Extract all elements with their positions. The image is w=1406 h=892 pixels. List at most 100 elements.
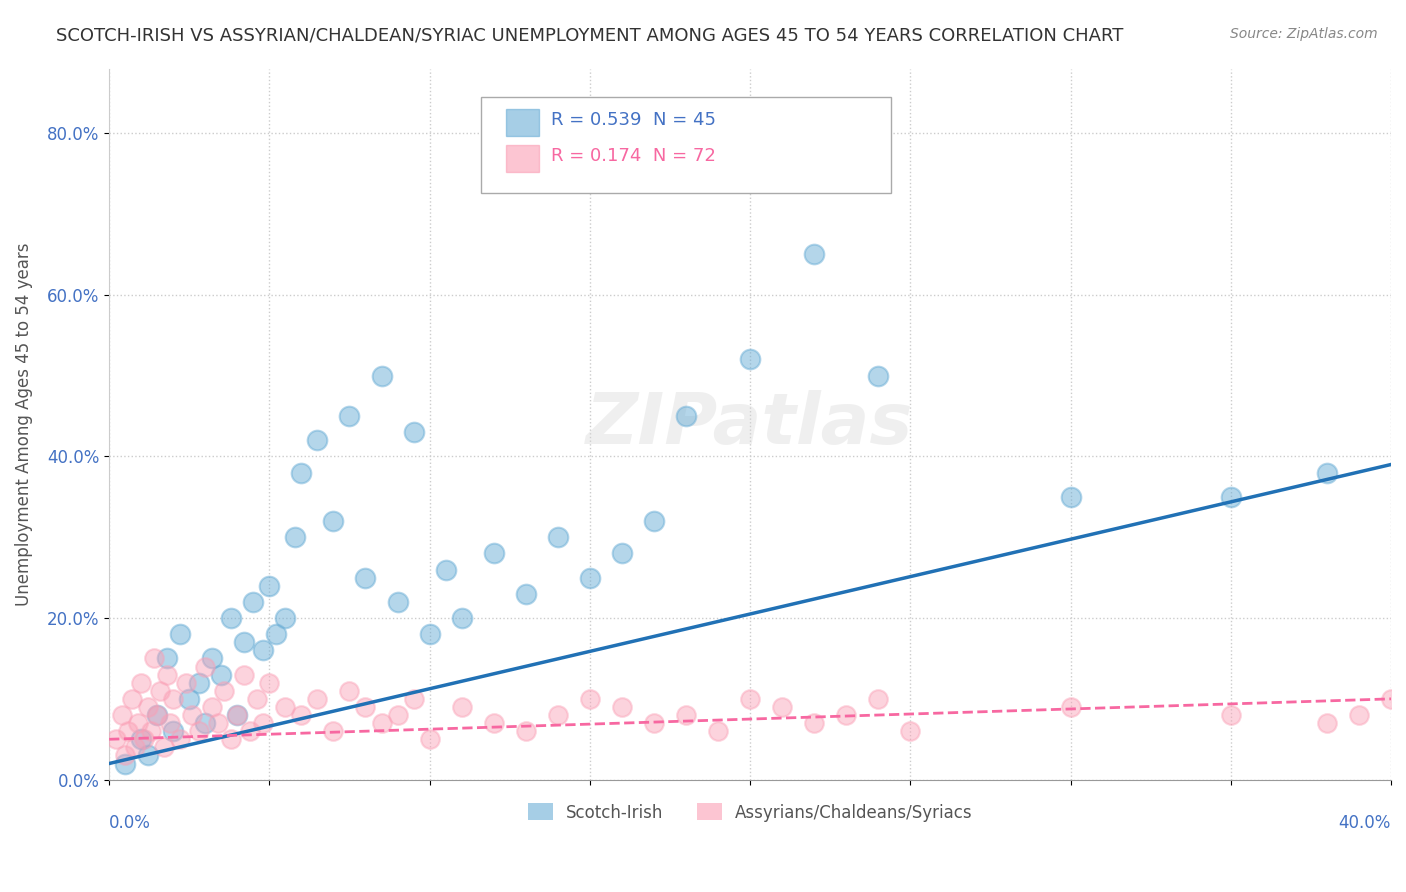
Point: [169, 732, 191, 747]
Point: [264, 627, 287, 641]
Point: [201, 700, 224, 714]
Point: [117, 724, 139, 739]
Point: [1059, 700, 1081, 714]
Point: [274, 700, 297, 714]
Point: [322, 724, 344, 739]
Point: [174, 675, 197, 690]
Point: [868, 691, 890, 706]
Point: [143, 651, 166, 665]
Point: [104, 732, 127, 747]
Point: [450, 611, 472, 625]
Point: [610, 546, 633, 560]
Point: [707, 724, 730, 739]
Point: [259, 579, 281, 593]
Point: [738, 691, 761, 706]
Point: [159, 716, 181, 731]
Point: [162, 724, 184, 739]
Point: [675, 409, 697, 423]
Point: [187, 724, 209, 739]
Point: [252, 643, 274, 657]
Point: [1379, 691, 1402, 706]
FancyBboxPatch shape: [481, 97, 891, 193]
Text: 40.0%: 40.0%: [1339, 814, 1391, 832]
Text: ZIPatlas: ZIPatlas: [586, 390, 914, 458]
Point: [1059, 490, 1081, 504]
Point: [450, 700, 472, 714]
Point: [226, 708, 249, 723]
Point: [226, 708, 249, 723]
Point: [239, 724, 262, 739]
Point: [387, 708, 409, 723]
Point: [339, 409, 361, 423]
Point: [770, 700, 793, 714]
Point: [274, 611, 297, 625]
Point: [129, 732, 152, 747]
Point: [482, 546, 505, 560]
Point: [515, 587, 537, 601]
Text: R = 0.539  N = 45: R = 0.539 N = 45: [551, 111, 717, 128]
Point: [579, 691, 602, 706]
Point: [434, 563, 457, 577]
Point: [1219, 708, 1241, 723]
Point: [121, 691, 143, 706]
Point: [339, 683, 361, 698]
Point: [111, 708, 134, 723]
Legend: Scotch-Irish, Assyrians/Chaldeans/Syriacs: Scotch-Irish, Assyrians/Chaldeans/Syriac…: [520, 797, 979, 829]
Point: [307, 691, 329, 706]
Point: [146, 708, 169, 723]
Point: [245, 691, 267, 706]
Bar: [506, 109, 538, 136]
Point: [187, 675, 209, 690]
Point: [1219, 490, 1241, 504]
Point: [482, 716, 505, 731]
Point: [402, 425, 425, 440]
Point: [370, 368, 392, 383]
Point: [201, 651, 224, 665]
Point: [252, 716, 274, 731]
Point: [146, 708, 169, 723]
Point: [194, 659, 217, 673]
Point: [307, 434, 329, 448]
Point: [738, 352, 761, 367]
Point: [139, 724, 162, 739]
Point: [610, 700, 633, 714]
Point: [136, 700, 159, 714]
Point: [129, 675, 152, 690]
Text: Source: ZipAtlas.com: Source: ZipAtlas.com: [1230, 27, 1378, 41]
Point: [181, 708, 204, 723]
Point: [156, 651, 179, 665]
Point: [547, 708, 569, 723]
Point: [219, 611, 242, 625]
Point: [149, 683, 172, 698]
Point: [162, 691, 184, 706]
Point: [214, 683, 236, 698]
Point: [152, 740, 174, 755]
Point: [643, 716, 665, 731]
Point: [242, 595, 264, 609]
Bar: [506, 145, 538, 171]
Point: [515, 724, 537, 739]
Point: [868, 368, 890, 383]
Point: [290, 708, 312, 723]
Point: [579, 571, 602, 585]
Point: [402, 691, 425, 706]
Point: [194, 716, 217, 731]
Point: [114, 756, 136, 771]
Point: [354, 700, 377, 714]
Point: [290, 466, 312, 480]
Point: [134, 732, 156, 747]
Point: [114, 748, 136, 763]
Point: [547, 530, 569, 544]
Point: [419, 732, 441, 747]
Point: [124, 740, 146, 755]
Point: [136, 748, 159, 763]
Point: [322, 514, 344, 528]
Point: [1316, 466, 1339, 480]
Point: [835, 708, 858, 723]
Point: [179, 691, 201, 706]
Point: [259, 675, 281, 690]
Point: [207, 716, 229, 731]
Point: [284, 530, 307, 544]
Text: 0.0%: 0.0%: [110, 814, 150, 832]
Point: [803, 247, 825, 261]
